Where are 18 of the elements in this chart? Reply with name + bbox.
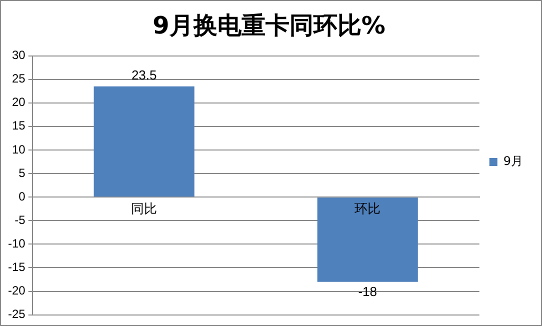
y-tick-label: -5 [14, 212, 26, 227]
y-tick-label: -15 [8, 260, 26, 274]
y-tick-label: 15 [12, 118, 26, 133]
y-tick-label: 10 [12, 142, 26, 156]
legend-label: 9月 [503, 154, 524, 168]
chart-title: 9月换电重卡同环比% [152, 12, 386, 40]
y-tick-label: 25 [12, 72, 26, 86]
data-label: 23.5 [131, 67, 157, 82]
y-tick-label: 20 [12, 95, 26, 110]
x-tick-label: 环比 [354, 202, 381, 217]
x-tick-label: 同比 [131, 202, 158, 217]
y-tick-label: -25 [8, 307, 26, 322]
data-label: -18 [358, 284, 378, 299]
y-tick-label: -20 [8, 284, 26, 298]
y-tick-label: 30 [12, 48, 26, 62]
y-tick-label: 0 [18, 189, 26, 204]
y-tick-label: 5 [18, 166, 26, 180]
y-tick-label: -10 [8, 236, 26, 250]
